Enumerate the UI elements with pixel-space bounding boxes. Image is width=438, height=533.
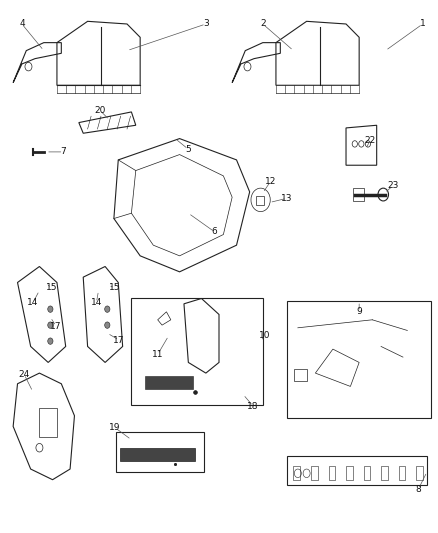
Bar [353,188,364,201]
Circle shape [105,322,110,328]
Bar [294,369,307,381]
Text: 11: 11 [152,350,163,359]
Circle shape [48,306,53,312]
Bar [328,466,335,480]
Text: 20: 20 [94,106,106,115]
Text: 14: 14 [91,298,102,307]
Text: 19: 19 [109,423,120,432]
Text: 7: 7 [60,148,67,156]
Text: 3: 3 [203,20,209,28]
Text: 23: 23 [388,181,399,190]
Bar [311,466,318,480]
Text: 10: 10 [259,332,271,340]
Text: 18: 18 [247,402,259,410]
Bar [293,466,300,480]
Bar [416,466,423,480]
Text: 8: 8 [415,485,421,494]
Text: 24: 24 [18,370,30,378]
Bar [346,466,353,480]
Text: 15: 15 [46,284,57,292]
Text: 15: 15 [109,284,120,292]
Bar [120,448,195,461]
Text: 2: 2 [260,20,265,28]
Bar [364,466,370,480]
Bar [131,298,263,405]
Bar [145,376,193,389]
Bar [399,466,405,480]
Bar [256,196,264,205]
Bar [116,432,204,472]
Circle shape [105,306,110,312]
Text: 9: 9 [356,308,362,316]
Text: 17: 17 [50,322,62,330]
Text: 6: 6 [212,228,218,236]
Text: 14: 14 [27,298,39,307]
Text: 4: 4 [19,20,25,28]
Text: 12: 12 [265,177,276,185]
Circle shape [48,322,53,328]
Bar [381,466,388,480]
Text: 5: 5 [185,145,191,154]
Bar [39,408,57,437]
Bar [287,301,431,418]
Text: 17: 17 [113,336,125,344]
Circle shape [48,338,53,344]
Bar [287,456,427,485]
Text: 13: 13 [281,194,293,203]
Text: 22: 22 [364,136,376,144]
Text: 1: 1 [420,20,426,28]
